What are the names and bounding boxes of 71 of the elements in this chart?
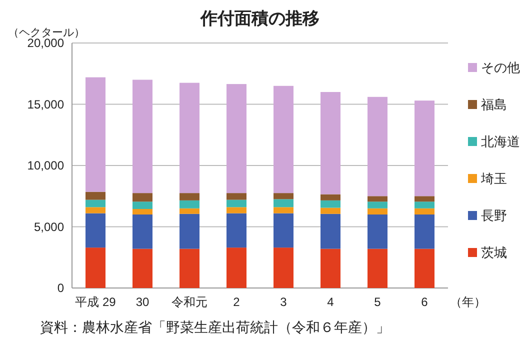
bar <box>414 248 434 288</box>
bar <box>368 196 388 202</box>
bar <box>132 193 152 202</box>
legend-label: その他 <box>481 60 520 75</box>
bar <box>368 214 388 249</box>
bar <box>86 77 106 192</box>
bar <box>226 248 246 288</box>
bar <box>180 208 200 214</box>
bar <box>320 208 340 214</box>
bar <box>132 208 152 214</box>
bar <box>180 82 200 194</box>
y-tick-label: 20,000 <box>27 36 64 50</box>
bar <box>368 208 388 214</box>
bar <box>414 196 434 202</box>
bar <box>274 86 294 194</box>
bar <box>274 213 294 248</box>
bar <box>368 96 388 196</box>
bar <box>180 200 200 208</box>
bar <box>226 84 246 194</box>
x-tick-label: 5 <box>374 295 382 309</box>
bar <box>368 248 388 288</box>
legend-label: 茨城 <box>481 245 507 260</box>
x-tick-label: 2 <box>233 295 240 309</box>
bar <box>226 213 246 248</box>
bar <box>132 80 152 194</box>
bar <box>226 193 246 200</box>
legend-label: 福島 <box>481 97 507 112</box>
y-tick-label: 15,000 <box>27 97 64 112</box>
bar <box>320 92 340 194</box>
bar <box>132 214 152 249</box>
y-tick-label: 0 <box>57 281 64 295</box>
text: 資料：農林水産省「野菜生産出荷統計（令和６年産）」 <box>40 319 390 335</box>
y-tick-label: 10,000 <box>27 158 64 172</box>
bar <box>414 202 434 208</box>
legend-label: 長野 <box>481 208 507 223</box>
bar <box>320 248 340 288</box>
bar <box>414 100 434 196</box>
bar <box>86 248 106 288</box>
bar <box>180 193 200 200</box>
bar <box>274 207 294 214</box>
bar <box>414 208 434 214</box>
bar <box>86 200 106 208</box>
x-tick-label: 30 <box>136 295 150 309</box>
bar <box>226 200 246 208</box>
legend-label: 北海道 <box>481 134 520 149</box>
x-tick-label: 令和元 <box>172 295 208 309</box>
bar <box>180 248 200 288</box>
bar <box>274 248 294 288</box>
bar <box>320 214 340 249</box>
bar <box>274 199 294 208</box>
x-tick-label: 6 <box>421 295 428 309</box>
bar <box>86 213 106 248</box>
x-tick-label: 平成 29 <box>75 295 116 309</box>
legend-label: 埼玉 <box>480 171 507 186</box>
x-tick-label: 3 <box>280 295 288 309</box>
bar <box>132 202 152 209</box>
bar <box>226 207 246 214</box>
bar <box>180 214 200 249</box>
y-tick-label: 5,000 <box>34 220 64 234</box>
bar <box>320 200 340 208</box>
bar <box>86 207 106 214</box>
y-axis-title: （ヘクタール） <box>8 27 85 39</box>
bar <box>132 248 152 288</box>
bar <box>274 193 294 200</box>
bar <box>368 202 388 208</box>
bar <box>414 214 434 249</box>
x-axis-title: （年） <box>450 295 486 309</box>
chart-title: 作付面積の推移 <box>200 9 320 28</box>
x-tick-label: 4 <box>327 295 334 309</box>
bar <box>86 192 106 200</box>
bar <box>320 194 340 200</box>
